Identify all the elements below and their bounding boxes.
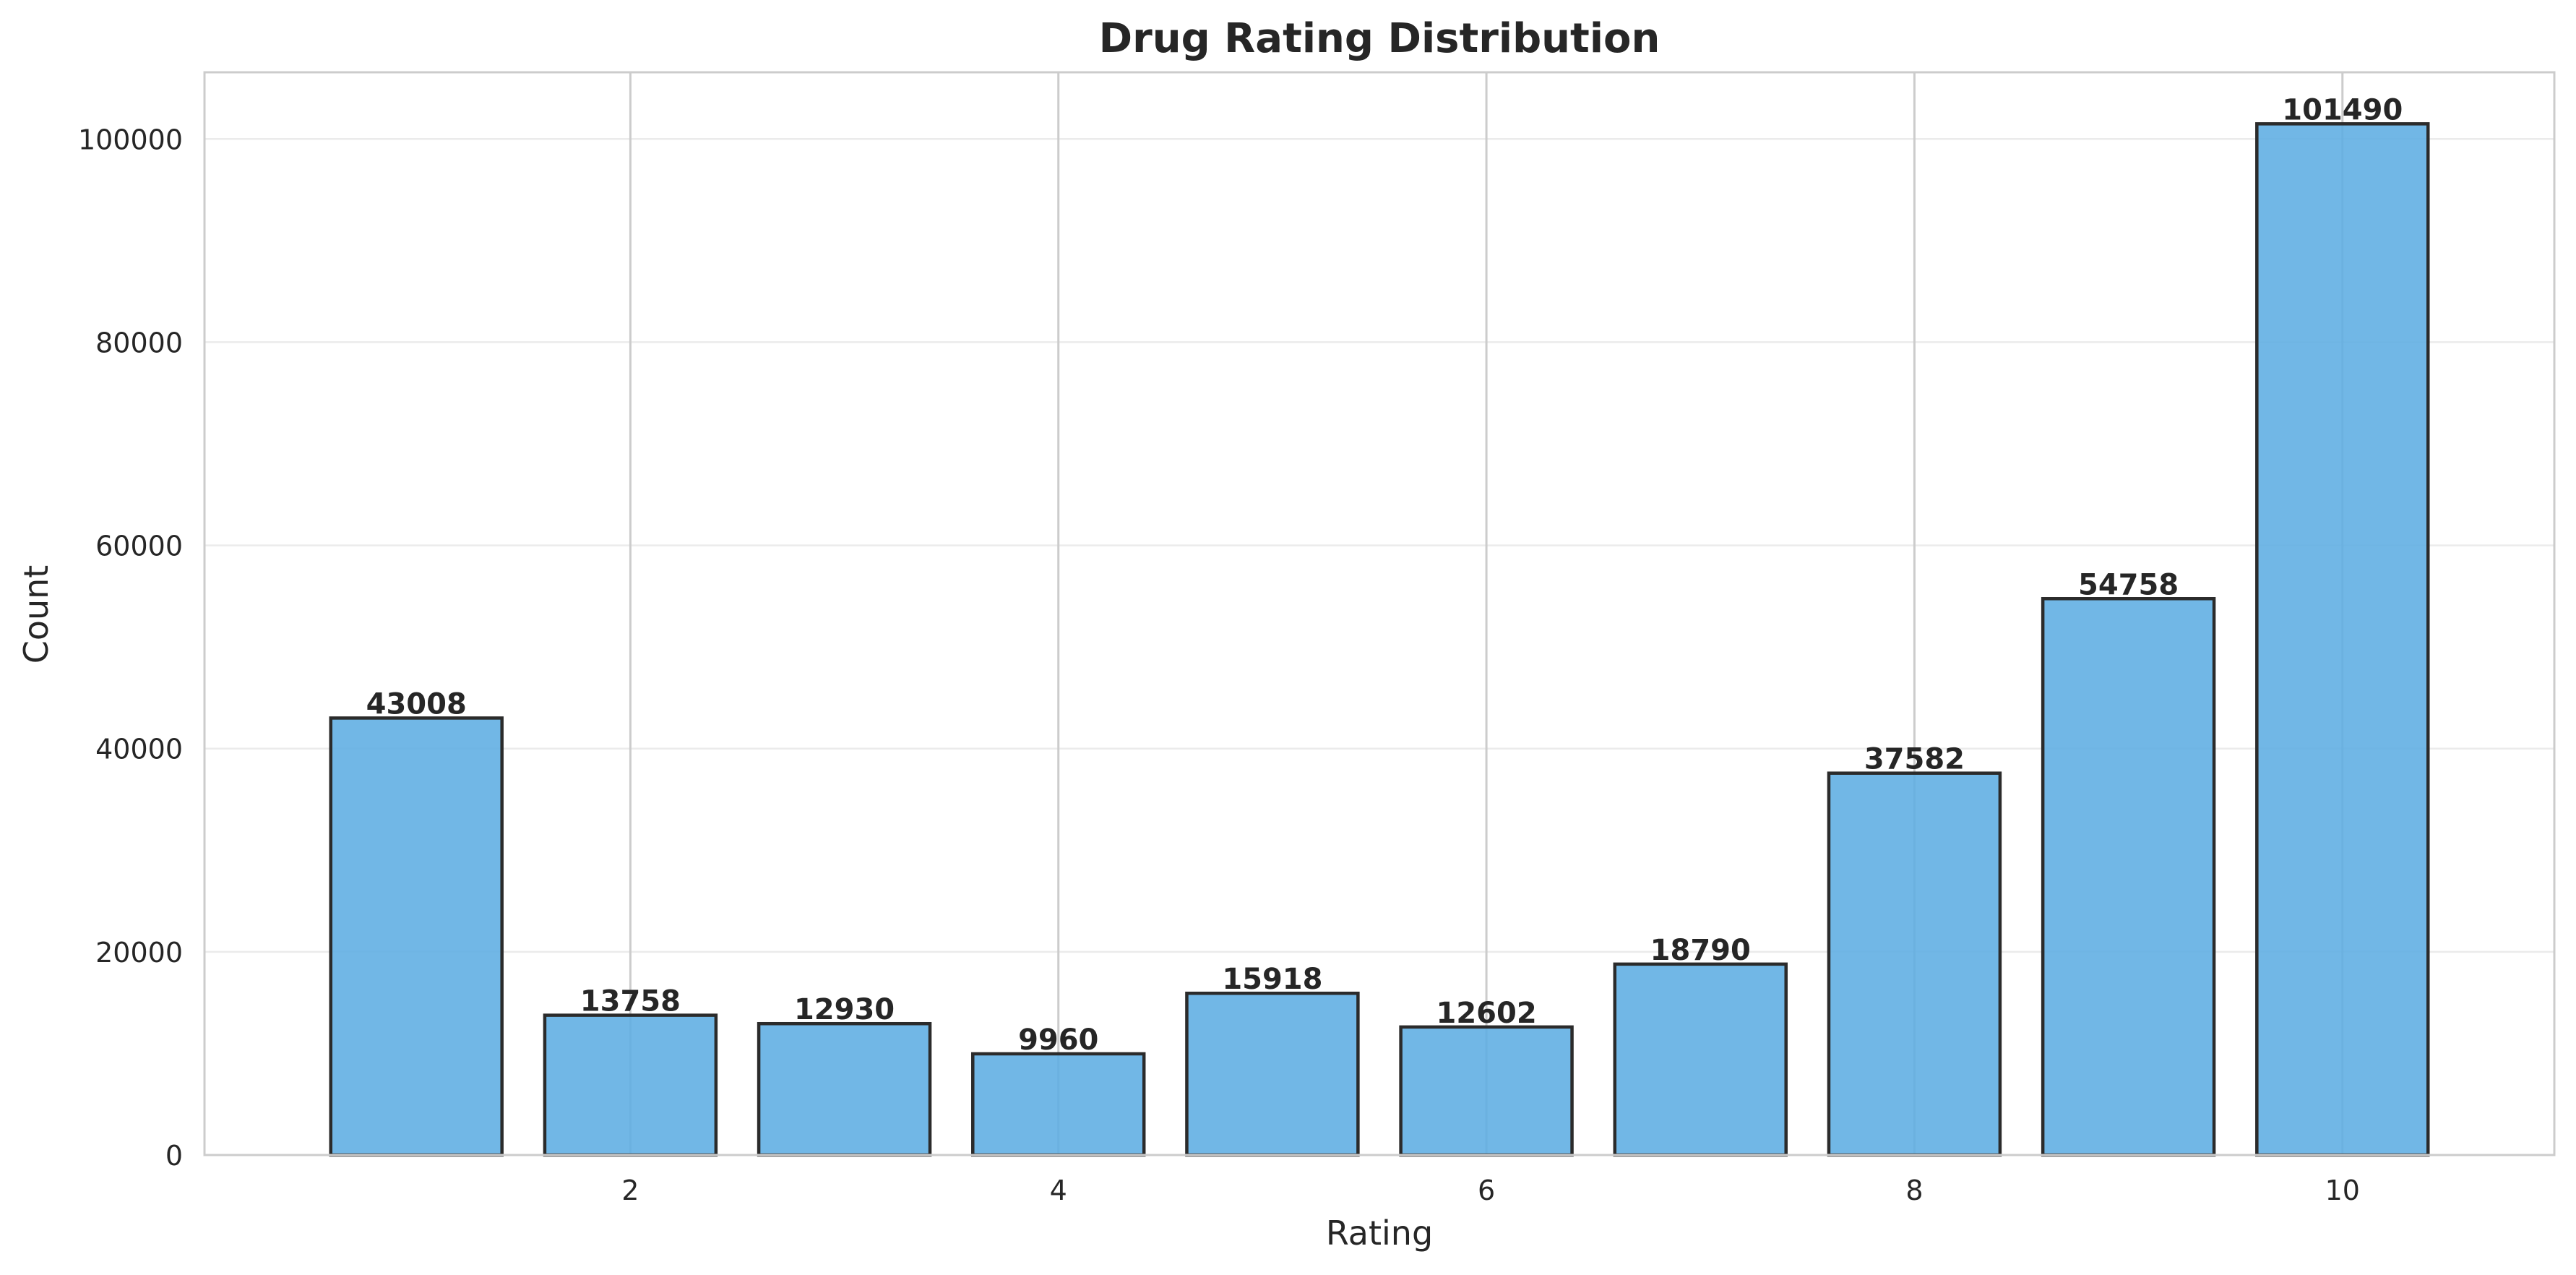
- y-tick-label-80000: 80000: [95, 327, 183, 359]
- data-label-rating-8: 37582: [1864, 743, 1965, 776]
- ticks-layer: 2 4 6 8 10 0 20000 40000 60000 80000 100000: [78, 124, 2360, 1206]
- data-label-rating-3: 12930: [794, 993, 895, 1026]
- x-tick-label-2: 2: [621, 1175, 639, 1206]
- bar-rating-9: [2041, 597, 2216, 1157]
- bar-rating-6: [1399, 1025, 1574, 1157]
- bar-rating-5: [1185, 991, 1360, 1157]
- y-tick-label-100000: 100000: [78, 124, 183, 155]
- data-label-rating-2: 13758: [580, 985, 681, 1018]
- x-tick-label-8: 8: [1905, 1175, 1923, 1206]
- plot-frame: [203, 71, 2556, 1156]
- data-label-rating-7: 18790: [1650, 934, 1751, 967]
- y-tick-label-40000: 40000: [95, 734, 183, 765]
- bar-rating-10: [2255, 122, 2430, 1157]
- x-tick-label-10: 10: [2325, 1175, 2360, 1206]
- data-label-rating-4: 9960: [1018, 1023, 1098, 1057]
- bar-rating-4: [971, 1052, 1146, 1157]
- x-tick-label-6: 6: [1478, 1175, 1495, 1206]
- bar-rating-8: [1827, 771, 2002, 1157]
- bar-rating-2: [543, 1013, 718, 1157]
- x-tick-label-4: 4: [1050, 1175, 1067, 1206]
- bar-rating-7: [1613, 962, 1788, 1157]
- y-tick-label-20000: 20000: [95, 937, 183, 969]
- y-tick-label-0: 0: [165, 1140, 183, 1172]
- data-label-rating-6: 12602: [1436, 997, 1537, 1030]
- bar-rating-1: [329, 716, 504, 1157]
- data-label-rating-5: 15918: [1222, 963, 1322, 996]
- y-axis-label: Count: [17, 565, 56, 664]
- bar-rating-3: [757, 1021, 932, 1157]
- y-tick-label-60000: 60000: [95, 531, 183, 562]
- x-axis-label: Rating: [1326, 1214, 1433, 1253]
- chart-title: Drug Rating Distribution: [1099, 15, 1660, 62]
- bars-layer: [329, 122, 2430, 1157]
- data-label-rating-1: 43008: [366, 687, 467, 721]
- data-labels-layer: 43008 13758 12930 9960 15918 12602 18790 37582 5…: [366, 93, 2403, 1057]
- data-label-rating-9: 54758: [2078, 568, 2179, 601]
- data-label-rating-10: 101490: [2282, 93, 2403, 126]
